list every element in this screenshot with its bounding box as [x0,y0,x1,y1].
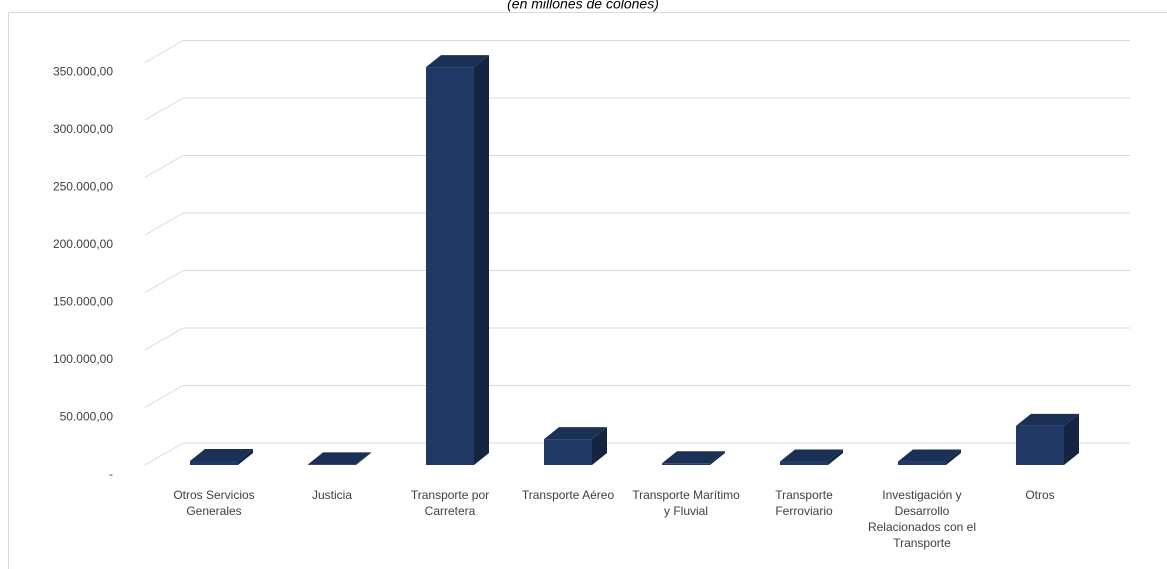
x-tick-label: Otros [1025,488,1055,502]
x-tick-label: Transporte Aéreo [521,488,615,502]
grid-line [144,385,184,408]
grid-line [144,40,184,63]
bar-top [1016,413,1079,426]
grid-line [144,327,184,351]
x-tick-label: Investigación y Desarrollo Relacionados … [867,488,977,550]
y-tick-label: 50.000,00 [60,410,114,424]
y-tick-label: 150.000,00 [53,295,113,309]
y-tick-label: 100.000,00 [53,352,113,366]
bar-top [426,55,489,68]
bar-side [1064,413,1079,465]
bar-top [898,449,961,462]
bar-side [710,451,725,465]
y-tick-label: - [109,467,113,481]
bar-side [592,427,607,465]
x-tick-label: Transporte por Carretera [410,488,490,518]
y-tick-label: 350.000,00 [53,65,113,79]
bar-side [474,55,489,465]
bar [426,67,474,465]
grid-line [144,212,184,236]
bar-side [238,448,253,465]
x-tick-label: Otros Servicios Generales [173,488,255,518]
grid-line [144,270,184,293]
bar [662,463,710,465]
bar-side [946,449,961,465]
bar-top [662,451,725,464]
bar-top [308,452,371,465]
chart-border [8,12,1167,569]
bar [308,464,356,465]
grid-line [144,442,184,466]
bar [780,461,828,465]
y-tick-label: 250.000,00 [53,180,113,194]
bar [1016,425,1064,465]
bar-top [780,449,843,462]
bar [544,439,592,465]
bar-side [356,452,371,465]
y-tick-label: 300.000,00 [53,122,113,136]
x-tick-label: Transporte Ferroviario [775,488,833,518]
bar [190,460,238,465]
grid-line [144,97,184,121]
chart-title: (en millones de colones) [507,0,659,12]
x-tick-label: Justicia [311,488,352,502]
bar [898,461,946,465]
y-tick-label: 200.000,00 [53,237,113,251]
bar-top [544,427,607,440]
bar-side [828,449,843,465]
x-tick-label: Transporte Marítimo y Fluvial [632,488,740,518]
bar-top [190,448,253,461]
grid-line [144,155,184,178]
